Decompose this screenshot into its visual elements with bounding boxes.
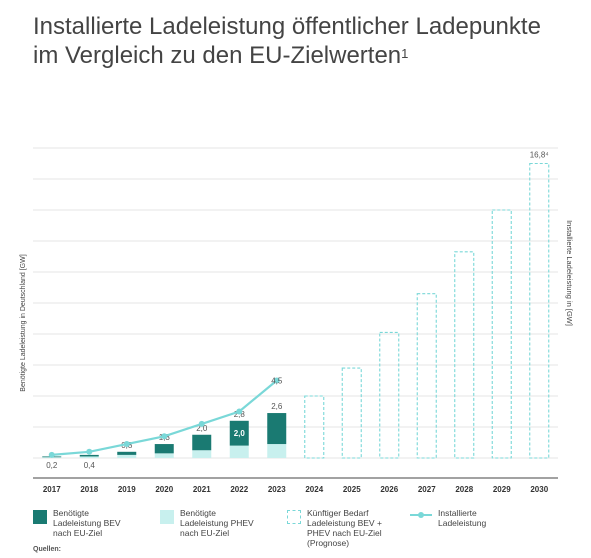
legend-line-installed [410, 510, 432, 520]
legend-item-installed: Installierte Ladeleistung [410, 508, 486, 528]
phev-bar [154, 453, 174, 458]
installed-capacity-point [161, 433, 168, 440]
charging-capacity-chart: 2,00,20,40,81,32,02,82,616,8⁴4,520172018… [20, 147, 574, 494]
installed-capacity-point [236, 408, 243, 415]
x-tick-label: 2028 [455, 485, 473, 494]
phev-bar [117, 454, 137, 458]
x-tick-label: 2023 [268, 485, 286, 494]
bev-bar [117, 451, 137, 455]
forecast-bar [341, 367, 362, 459]
chart-title: Installierte Ladeleistung öffentlicher L… [33, 12, 583, 70]
x-tick-label: 2025 [343, 485, 361, 494]
x-tick-label: 2022 [230, 485, 248, 494]
forecast-value-label: 16,8⁴ [530, 151, 550, 160]
bar-total-label: 2,6 [271, 402, 283, 411]
title-line-2: im Vergleich zu den EU-Zielwerten [33, 42, 402, 69]
bar-total-label: 0,4 [84, 461, 96, 470]
installed-capacity-point [48, 451, 55, 458]
forecast-bar [491, 209, 512, 459]
phev-bar [192, 450, 212, 458]
legend-swatch-forecast [287, 510, 301, 524]
title-footnote: 1 [401, 46, 409, 61]
legend-swatch-phev [160, 510, 174, 524]
forecast-bar [379, 331, 400, 459]
installed-end-label: 4,5 [271, 377, 283, 386]
installed-capacity-point [123, 441, 130, 448]
legend-label-forecast: Künftiger Bedarf Ladeleistung BEV + PHEV… [307, 508, 382, 548]
y-axis-label-left: Benötigte Ladeleistung in Deutschland [G… [20, 254, 27, 391]
forecast-bar [529, 162, 550, 459]
x-tick-label: 2029 [493, 485, 511, 494]
legend-label-phev: Benötigte Ladeleistung PHEV nach EU-Ziel [180, 508, 254, 538]
forecast-bar [416, 293, 437, 459]
bev-bar [192, 434, 212, 451]
bev-bar [267, 413, 287, 445]
bev-segment-label: 2,0 [234, 429, 246, 438]
x-tick-label: 2030 [530, 485, 548, 494]
forecast-bar [454, 251, 475, 459]
bev-bar [229, 420, 249, 446]
x-tick-label: 2021 [193, 485, 211, 494]
legend-label-bev: Benötigte Ladeleistung BEV nach EU-Ziel [53, 508, 121, 538]
source-label: Quellen: [33, 546, 62, 553]
x-tick-label: 2018 [80, 485, 98, 494]
x-tick-label: 2020 [155, 485, 173, 494]
bar-total-label: 2,0 [196, 424, 208, 433]
x-tick-label: 2017 [43, 485, 61, 494]
title-line-1: Installierte Ladeleistung öffentlicher L… [33, 13, 541, 40]
legend-item-bev: Benötigte Ladeleistung BEV nach EU-Ziel [33, 508, 121, 538]
installed-capacity-point [273, 377, 280, 384]
phev-bar [267, 444, 287, 458]
phev-bar [79, 456, 99, 458]
bev-bar [154, 444, 174, 454]
legend-swatch-bev [33, 510, 47, 524]
y-axis-label-right: Installierte Ladeleistung in [GW] [565, 220, 574, 326]
installed-capacity-point [86, 448, 93, 455]
forecast-bar [304, 395, 325, 459]
x-tick-label: 2026 [380, 485, 398, 494]
bar-total-label: 0,2 [46, 461, 58, 470]
phev-bar [229, 445, 249, 458]
legend-item-phev: Benötigte Ladeleistung PHEV nach EU-Ziel [160, 508, 254, 538]
x-tick-label: 2027 [418, 485, 436, 494]
legend-label-installed: Installierte Ladeleistung [438, 508, 487, 528]
x-tick-label: 2024 [305, 485, 323, 494]
chart-legend: Benötigte Ladeleistung BEV nach EU-Ziel … [0, 508, 591, 548]
legend-item-forecast: Künftiger Bedarf Ladeleistung BEV + PHEV… [287, 508, 382, 548]
bev-bar [79, 454, 99, 457]
installed-capacity-point [198, 420, 205, 427]
x-tick-label: 2019 [118, 485, 136, 494]
